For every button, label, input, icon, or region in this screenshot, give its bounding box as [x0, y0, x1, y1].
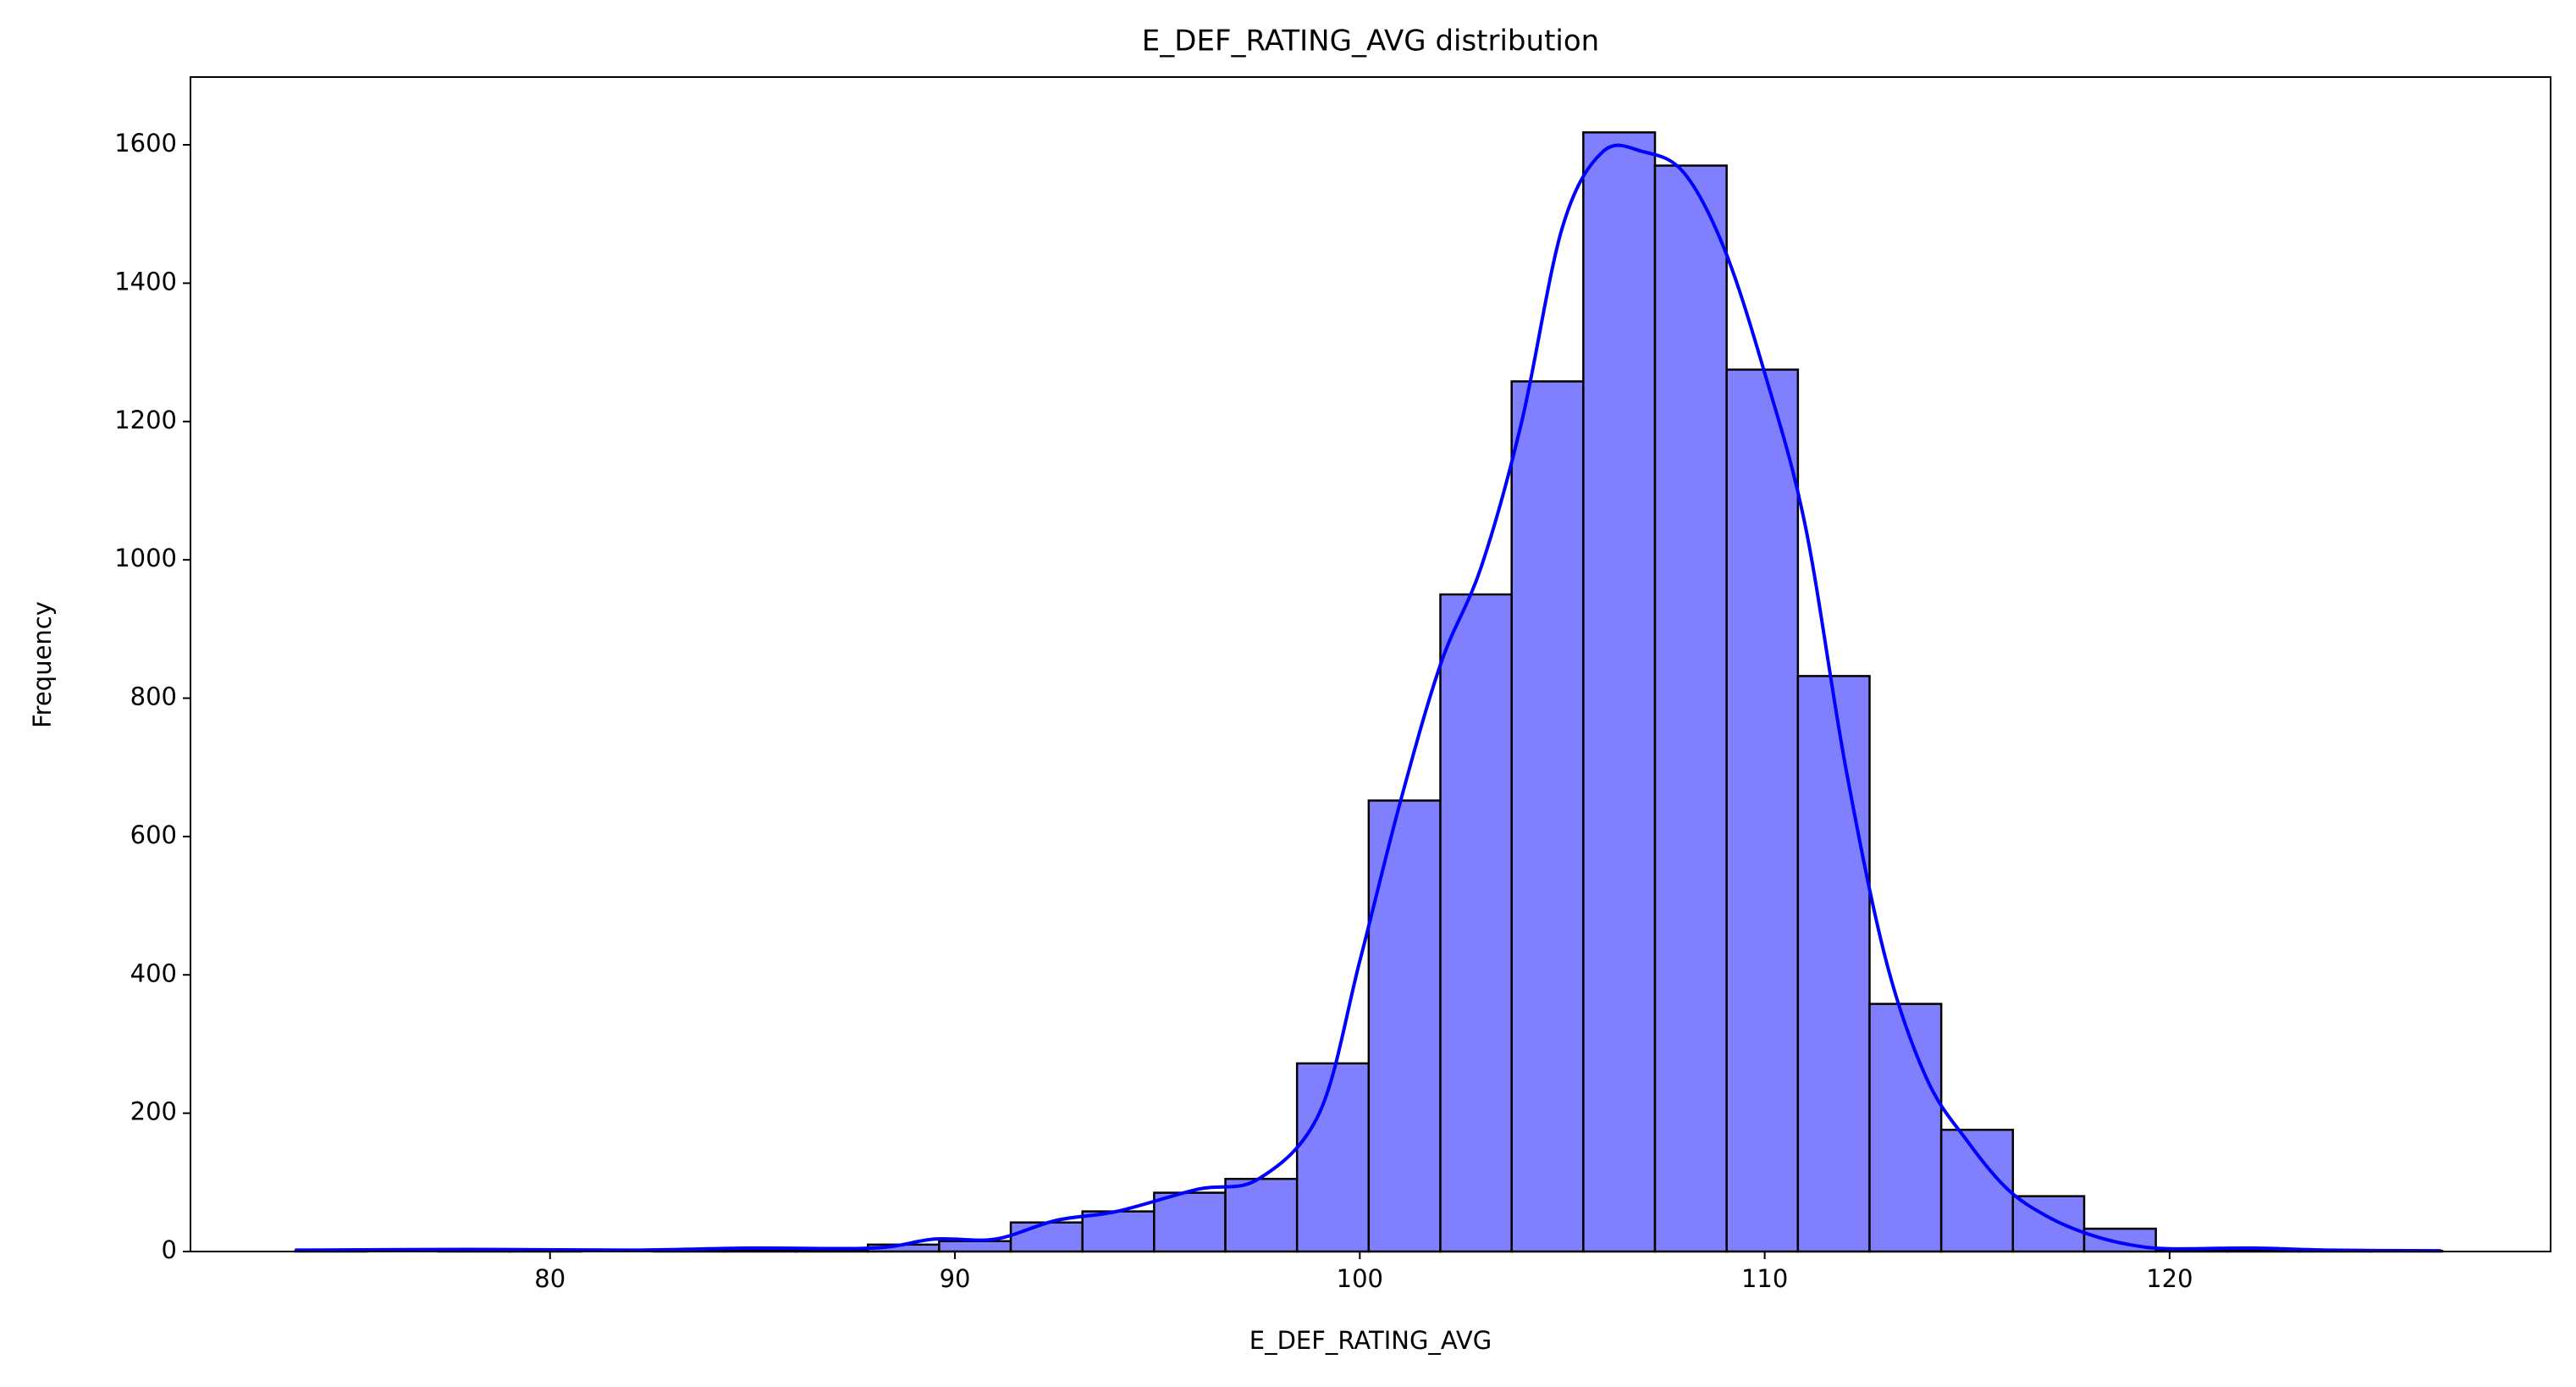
bar	[1582, 131, 1657, 1253]
bar	[1439, 593, 1513, 1253]
y-tick-label: 0	[162, 1235, 177, 1264]
bar	[1153, 1191, 1227, 1253]
bar	[938, 1240, 1012, 1253]
y-tick-label: 1200	[114, 406, 177, 434]
bar	[1367, 799, 1442, 1253]
y-tick-label: 800	[130, 682, 177, 711]
bar	[1868, 1003, 1943, 1253]
chart-title: E_DEF_RATING_AVG distribution	[1142, 25, 1599, 58]
bar	[1653, 164, 1728, 1253]
y-tick-label: 1600	[114, 129, 177, 157]
x-tick-label: 100	[1337, 1264, 1383, 1293]
y-tick-label: 200	[130, 1097, 177, 1126]
bar	[1081, 1210, 1156, 1253]
y-axis-label: Frequency	[28, 601, 57, 728]
y-tick-label: 1400	[114, 267, 177, 296]
bar	[1725, 368, 1800, 1253]
bar	[1796, 675, 1871, 1253]
bar	[1224, 1177, 1299, 1253]
plot-frame	[190, 76, 2551, 1252]
x-axis-label: E_DEF_RATING_AVG	[1249, 1326, 1492, 1355]
x-tick-label: 110	[1741, 1264, 1788, 1293]
x-tick-label: 90	[940, 1264, 971, 1293]
kde-line	[295, 143, 2441, 1253]
y-tick-label: 600	[130, 821, 177, 849]
bar	[2011, 1195, 2086, 1253]
bar	[1510, 380, 1585, 1253]
y-tick-label: 1000	[114, 544, 177, 572]
bar	[1939, 1128, 2015, 1253]
x-tick-label: 80	[534, 1264, 565, 1293]
bar	[1295, 1062, 1371, 1253]
y-tick-label: 400	[130, 959, 177, 987]
bar	[1009, 1221, 1084, 1253]
x-tick-label: 120	[2146, 1264, 2193, 1293]
